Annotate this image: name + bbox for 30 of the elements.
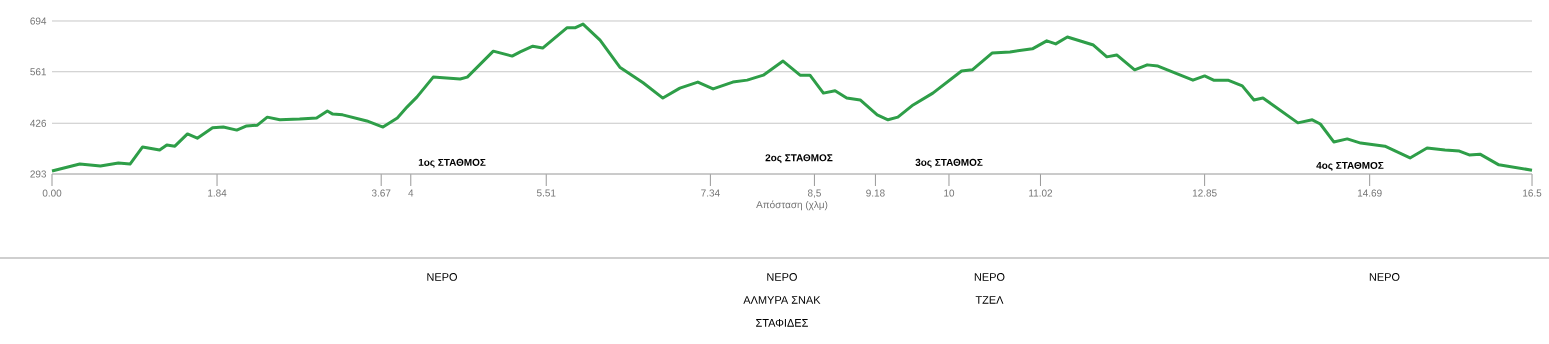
x-tick-label: 14.69 [1357, 189, 1382, 197]
x-tick-label: 3.67 [371, 189, 391, 197]
text: ΤΖΕΛ [975, 296, 1004, 304]
x-tick-label: 0.00 [42, 189, 62, 197]
x-tick-label: 12.85 [1192, 189, 1217, 197]
y-tick-label: 293 [30, 170, 47, 178]
annotation: 2ος ΣΤΑΘΜΟΣ [765, 154, 833, 164]
text: ΝΕΡΟ [1369, 273, 1400, 281]
x-tick-label: 16.5 [1523, 189, 1542, 197]
annotation: 4ος ΣΤΑΘΜΟΣ [1316, 161, 1384, 171]
x-tick-label: 4 [408, 189, 414, 197]
text: ΣΤΑΦΙΔΕΣ [756, 319, 808, 327]
y-tick-label: 426 [30, 119, 47, 127]
annotation: 1ος ΣΤΑΘΜΟΣ [418, 158, 486, 168]
y-tick-label: 694 [30, 17, 47, 25]
x-tick-label: 8,5 [807, 189, 821, 198]
x-tick-label: 5.51 [536, 189, 556, 197]
x-tick-label: 1.84 [208, 189, 227, 197]
text: ΝΕΡΟ [767, 273, 797, 281]
text: ΝΕΡΟ [427, 273, 457, 281]
line-series [50, 22, 1534, 173]
text: ΝΕΡΟ [974, 273, 1005, 281]
x-tick-label: 9.18 [866, 189, 885, 197]
x-tick-label: 10 [944, 189, 955, 197]
y-tick-label: 561 [30, 68, 46, 76]
x-tick-label: 7.34 [701, 189, 720, 197]
annotation: 3ος ΣΤΑΘΜΟΣ [915, 158, 983, 168]
text: ΑΛΜΥΡΑ ΣΝΑΚ [743, 296, 821, 304]
x-axis-title: Απόσταση (χλμ) [756, 200, 828, 211]
x-tick-label: 11.02 [1029, 189, 1053, 197]
